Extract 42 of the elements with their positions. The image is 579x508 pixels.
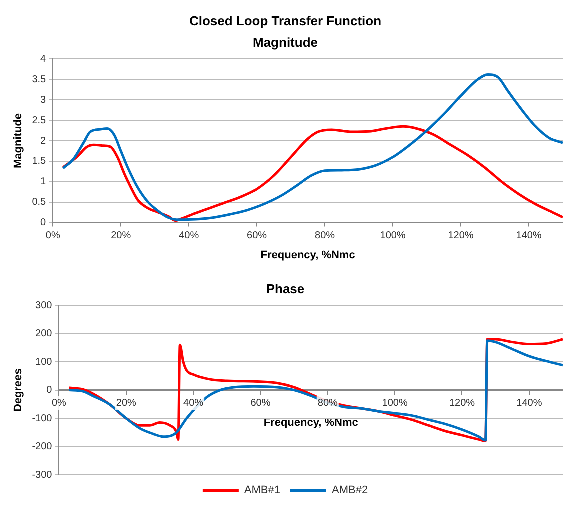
- x-tick-label: 60%: [250, 398, 271, 410]
- x-tick-label: 0%: [46, 230, 60, 242]
- chart-title: Phase: [266, 281, 305, 296]
- line-series: [62, 125, 563, 222]
- chart-title: Closed Loop Transfer Function: [189, 13, 382, 28]
- y-tick-label: 0.5: [32, 197, 47, 208]
- x-tick-label: 60%: [247, 230, 268, 242]
- y-tick-label: -200: [32, 442, 53, 453]
- y-tick-label: -100: [32, 413, 53, 424]
- x-tick-label: 40%: [179, 230, 200, 242]
- y-tick-label: 1: [40, 176, 47, 188]
- x-tick-label: 0%: [52, 398, 67, 410]
- x-tick-label: 20%: [111, 230, 132, 242]
- y-tick-label: 1.5: [32, 156, 47, 168]
- y-tick-label: 3: [40, 94, 47, 106]
- legend-label: AMB#2: [332, 484, 368, 497]
- y-axis-title: Degrees: [12, 368, 25, 412]
- x-tick-label: 140%: [516, 230, 542, 242]
- x-tick-label: 140%: [516, 398, 542, 410]
- y-axis-title: Magnitude: [12, 114, 25, 168]
- y-tick-label: 2.5: [32, 115, 47, 126]
- y-tick-label: 0: [40, 218, 47, 229]
- chart-subtitle: Magnitude: [253, 34, 318, 50]
- x-tick-label: 120%: [449, 398, 476, 410]
- line-series: [62, 73, 563, 222]
- legend-label: AMB#1: [244, 484, 281, 497]
- y-tick-label: 300: [36, 300, 53, 312]
- y-tick-label: 100: [36, 356, 53, 368]
- x-tick-label: 100%: [382, 398, 408, 410]
- y-tick-label: 3.5: [32, 74, 47, 86]
- y-tick-label: 4: [40, 54, 47, 65]
- x-tick-label: 120%: [448, 230, 474, 242]
- x-tick-label: 20%: [116, 398, 136, 410]
- x-tick-label: 100%: [380, 230, 406, 242]
- y-tick-label: 200: [36, 328, 53, 340]
- x-tick-label: 40%: [184, 398, 204, 410]
- y-tick-label: 2: [40, 136, 47, 147]
- x-axis-title: Frequency, %Nmc: [260, 249, 356, 262]
- y-tick-label: -300: [32, 470, 53, 481]
- x-tick-label: 80%: [315, 230, 336, 242]
- x-axis-title: Frequency, %Nmc: [264, 416, 358, 429]
- y-tick-label: 0: [46, 385, 53, 396]
